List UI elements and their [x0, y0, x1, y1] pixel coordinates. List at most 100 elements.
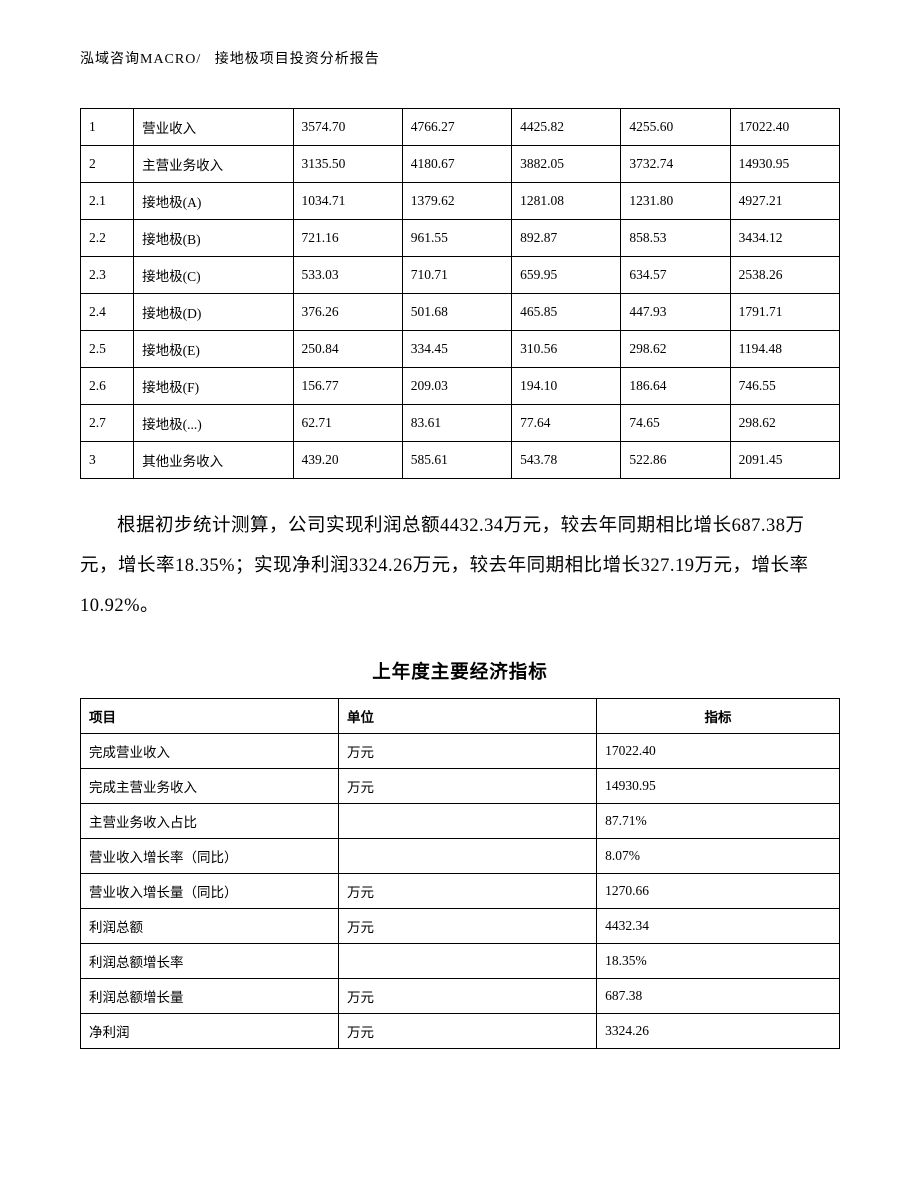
table-cell: 4432.34: [597, 909, 840, 944]
table-cell: 接地极(C): [134, 257, 293, 294]
table-row: 利润总额增长量万元687.38: [81, 979, 840, 1014]
table-cell: 447.93: [621, 294, 730, 331]
table-cell: 14930.95: [597, 769, 840, 804]
table-cell: 659.95: [512, 257, 621, 294]
table-cell: 1034.71: [293, 183, 402, 220]
table-cell: 721.16: [293, 220, 402, 257]
table-cell: 完成主营业务收入: [81, 769, 339, 804]
table-row: 2.5接地极(E)250.84334.45310.56298.621194.48: [81, 331, 840, 368]
table-cell: 4425.82: [512, 109, 621, 146]
table-cell: 687.38: [597, 979, 840, 1014]
table2-header-value: 指标: [597, 699, 840, 734]
table-cell: 2538.26: [730, 257, 839, 294]
table-cell: 营业收入增长率（同比）: [81, 839, 339, 874]
table-cell: 2.4: [81, 294, 134, 331]
table-cell: 4927.21: [730, 183, 839, 220]
table-cell: 主营业务收入占比: [81, 804, 339, 839]
table-cell: 17022.40: [597, 734, 840, 769]
table-cell: 主营业务收入: [134, 146, 293, 183]
table-cell: 298.62: [730, 405, 839, 442]
table-cell: 14930.95: [730, 146, 839, 183]
table-cell: 892.87: [512, 220, 621, 257]
table-cell: 营业收入: [134, 109, 293, 146]
table-cell: 完成营业收入: [81, 734, 339, 769]
table-row: 完成主营业务收入万元14930.95: [81, 769, 840, 804]
table-cell: 961.55: [402, 220, 511, 257]
table-cell: 376.26: [293, 294, 402, 331]
table-cell: 4766.27: [402, 109, 511, 146]
page-header: 泓域咨询MACRO/ 接地极项目投资分析报告: [80, 48, 840, 68]
indicators-table: 项目 单位 指标 完成营业收入万元17022.40完成主营业务收入万元14930…: [80, 698, 840, 1049]
table-cell: 3732.74: [621, 146, 730, 183]
table-cell: 接地极(B): [134, 220, 293, 257]
table-cell: 2.7: [81, 405, 134, 442]
table-cell: 其他业务收入: [134, 442, 293, 479]
table-cell: [339, 944, 597, 979]
table-row: 利润总额万元4432.34: [81, 909, 840, 944]
table-cell: 194.10: [512, 368, 621, 405]
table-row: 2.2接地极(B)721.16961.55892.87858.533434.12: [81, 220, 840, 257]
table-cell: [339, 804, 597, 839]
table-cell: 接地极(D): [134, 294, 293, 331]
table-cell: 万元: [339, 769, 597, 804]
table-cell: 18.35%: [597, 944, 840, 979]
table-cell: 87.71%: [597, 804, 840, 839]
table-cell: 利润总额增长率: [81, 944, 339, 979]
table-cell: 1791.71: [730, 294, 839, 331]
table-cell: 1270.66: [597, 874, 840, 909]
table-cell: 3324.26: [597, 1014, 840, 1049]
table-row: 营业收入增长率（同比） 8.07%: [81, 839, 840, 874]
table2-header-item: 项目: [81, 699, 339, 734]
table-cell: 3882.05: [512, 146, 621, 183]
table-row: 1营业收入3574.704766.274425.824255.6017022.4…: [81, 109, 840, 146]
table-cell: 250.84: [293, 331, 402, 368]
table-row: 2.6接地极(F)156.77209.03194.10186.64746.55: [81, 368, 840, 405]
revenue-table: 1营业收入3574.704766.274425.824255.6017022.4…: [80, 108, 840, 479]
table-cell: 77.64: [512, 405, 621, 442]
table-cell: 3: [81, 442, 134, 479]
table-cell: 83.61: [402, 405, 511, 442]
table-cell: 439.20: [293, 442, 402, 479]
table-cell: 298.62: [621, 331, 730, 368]
table-cell: 万元: [339, 874, 597, 909]
table-cell: 接地极(...): [134, 405, 293, 442]
table-cell: 17022.40: [730, 109, 839, 146]
table2-title: 上年度主要经济指标: [80, 658, 840, 684]
table-cell: 2.6: [81, 368, 134, 405]
table-cell: 万元: [339, 1014, 597, 1049]
table-row: 营业收入增长量（同比）万元1270.66: [81, 874, 840, 909]
table-row: 主营业务收入占比 87.71%: [81, 804, 840, 839]
table-cell: 209.03: [402, 368, 511, 405]
header-right: 接地极项目投资分析报告: [215, 52, 380, 67]
table-cell: 万元: [339, 734, 597, 769]
table2-header-unit: 单位: [339, 699, 597, 734]
table-cell: 利润总额增长量: [81, 979, 339, 1014]
table-cell: 8.07%: [597, 839, 840, 874]
table-cell: 310.56: [512, 331, 621, 368]
table-cell: 2.3: [81, 257, 134, 294]
table-cell: 1231.80: [621, 183, 730, 220]
table-row: 2.7接地极(...)62.7183.6177.6474.65298.62: [81, 405, 840, 442]
table-cell: 净利润: [81, 1014, 339, 1049]
table-row: 2主营业务收入3135.504180.673882.053732.7414930…: [81, 146, 840, 183]
table-cell: 3135.50: [293, 146, 402, 183]
table-cell: 2.2: [81, 220, 134, 257]
table-cell: 4180.67: [402, 146, 511, 183]
table-row: 3其他业务收入439.20585.61543.78522.862091.45: [81, 442, 840, 479]
table-cell: 接地极(A): [134, 183, 293, 220]
table-cell: 522.86: [621, 442, 730, 479]
table-cell: 接地极(F): [134, 368, 293, 405]
table-cell: 585.61: [402, 442, 511, 479]
table-cell: 634.57: [621, 257, 730, 294]
table2-header-row: 项目 单位 指标: [81, 699, 840, 734]
table-cell: 2.1: [81, 183, 134, 220]
table-cell: 465.85: [512, 294, 621, 331]
table-cell: 营业收入增长量（同比）: [81, 874, 339, 909]
table-cell: 2.5: [81, 331, 134, 368]
table-cell: 533.03: [293, 257, 402, 294]
table-row: 2.1接地极(A)1034.711379.621281.081231.80492…: [81, 183, 840, 220]
table-cell: 746.55: [730, 368, 839, 405]
table-cell: 710.71: [402, 257, 511, 294]
table-cell: 3434.12: [730, 220, 839, 257]
table-row: 2.4接地极(D)376.26501.68465.85447.931791.71: [81, 294, 840, 331]
